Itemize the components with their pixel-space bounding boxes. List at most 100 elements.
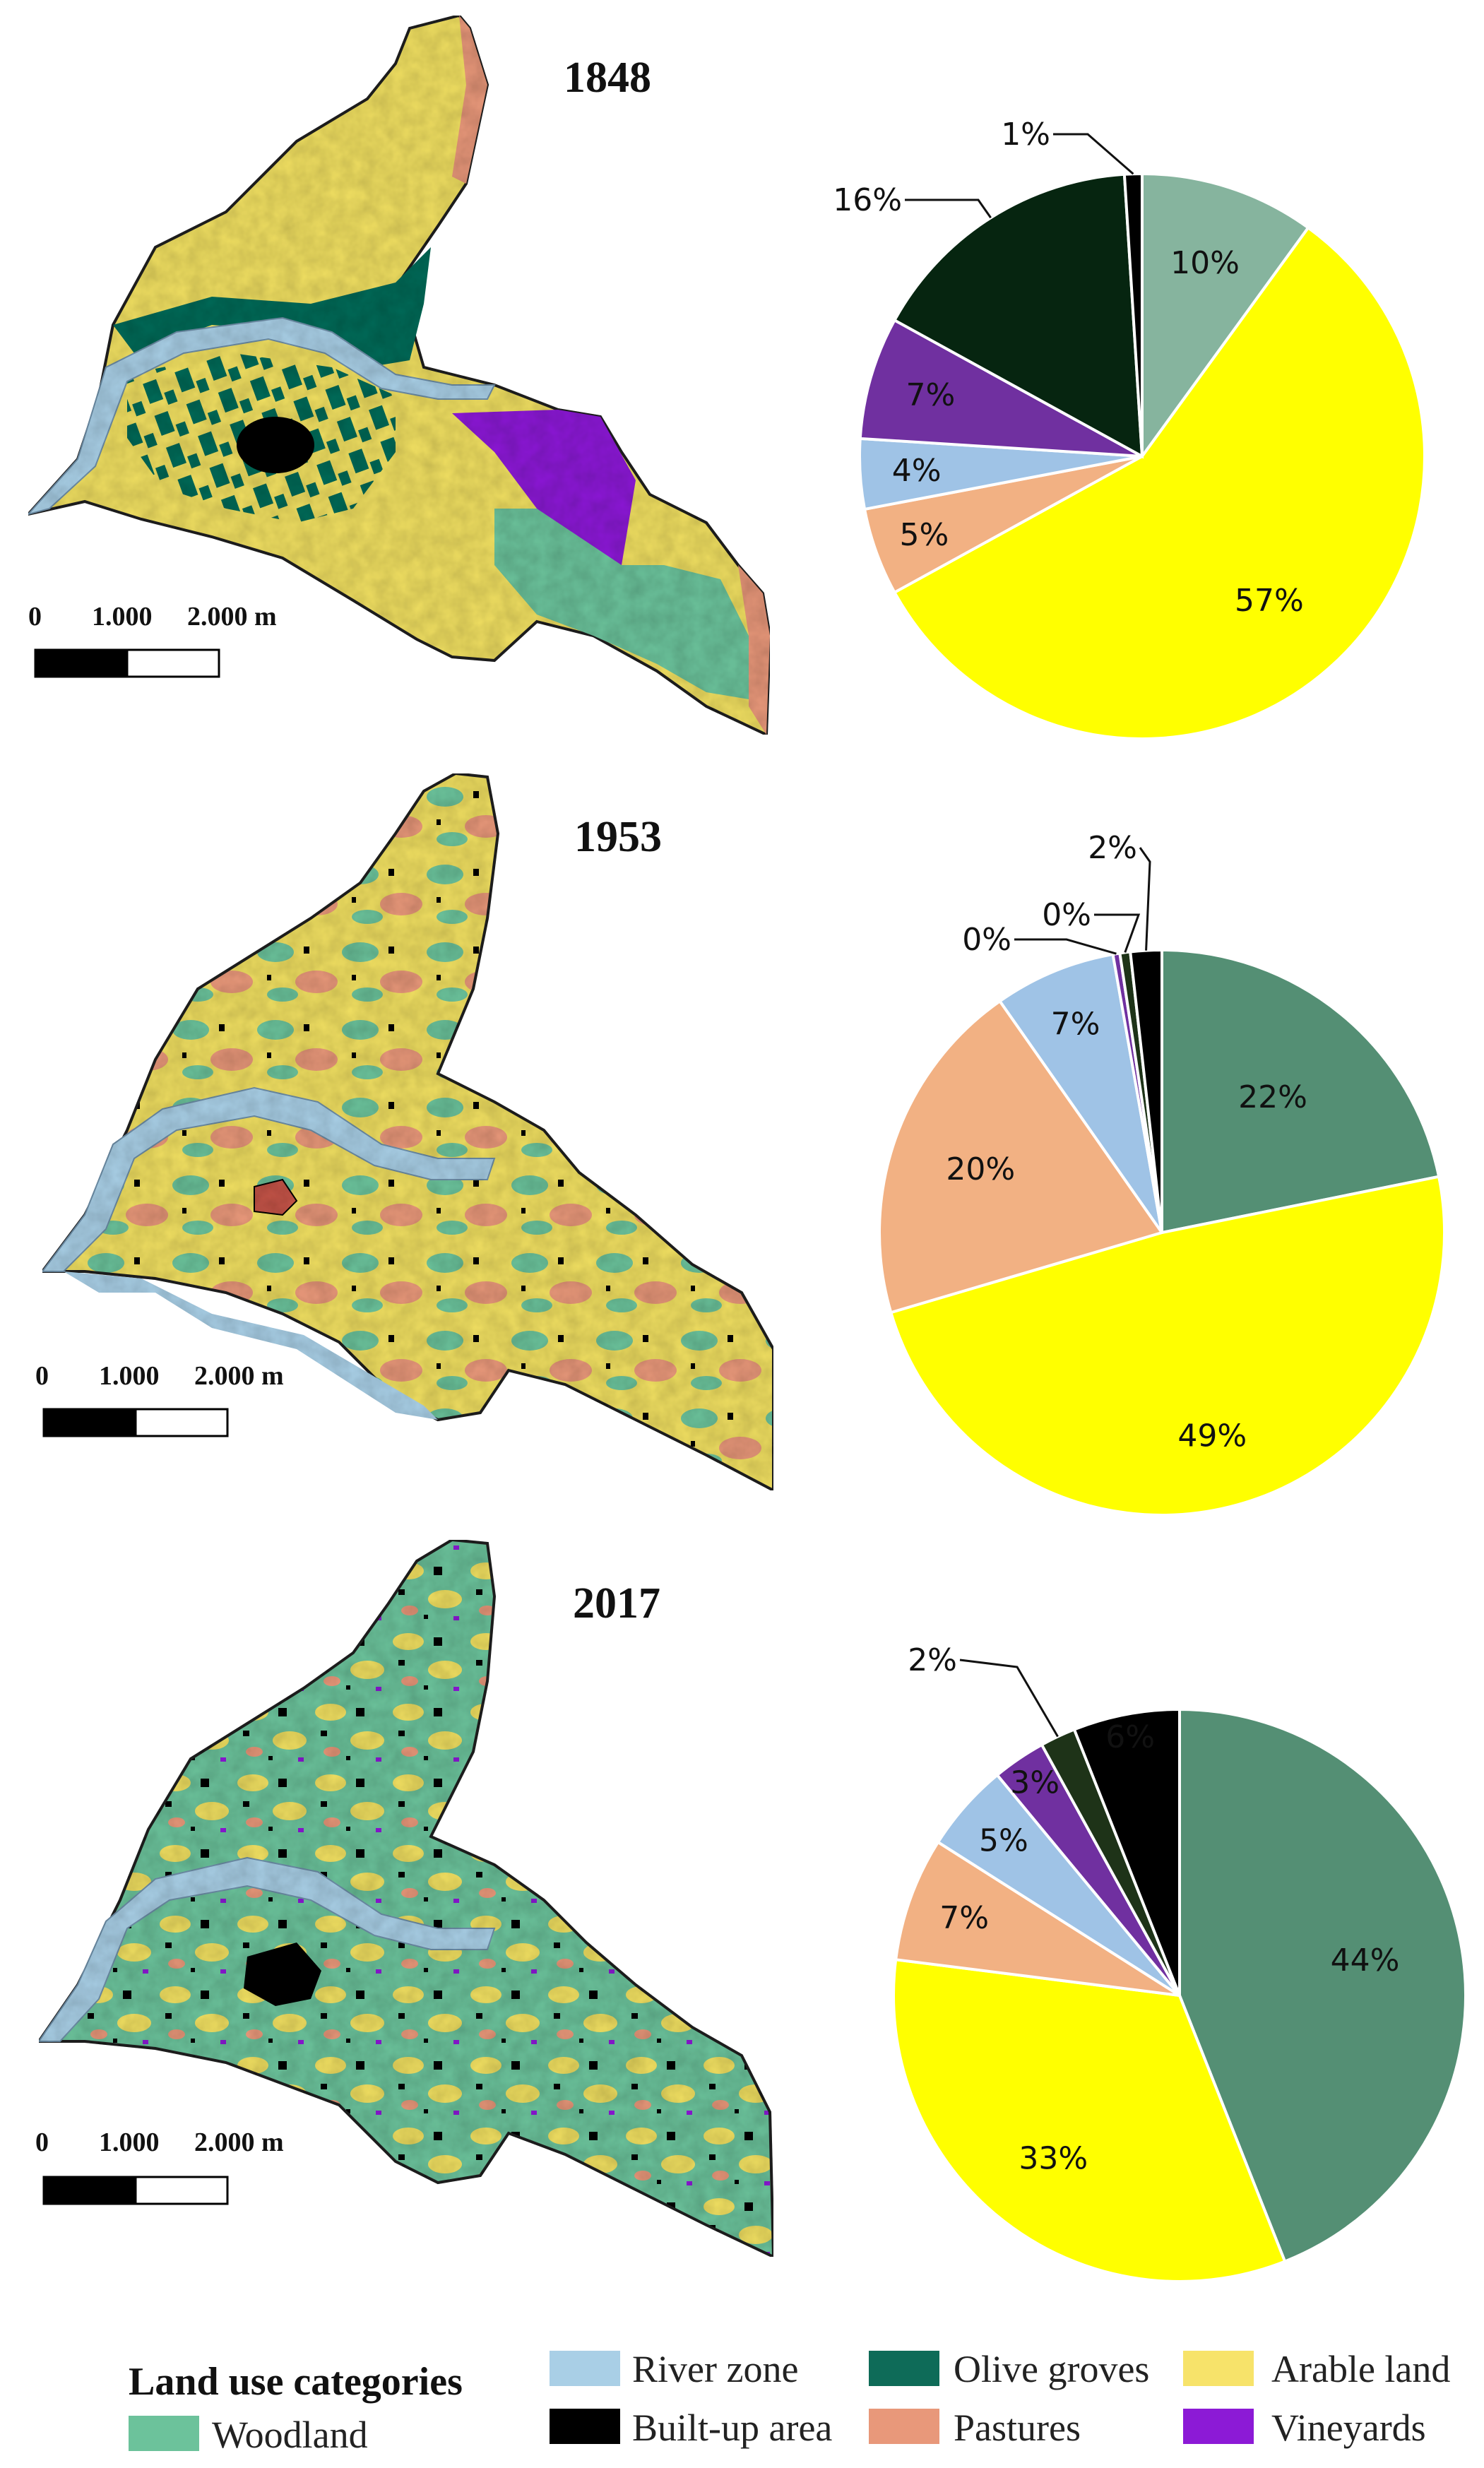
map-2017	[36, 1538, 776, 2260]
pie-1953-slice-6	[1128, 948, 1163, 1233]
legend-label-river: River zone	[632, 2348, 798, 2390]
year-label-1953: 1953	[574, 813, 662, 861]
map-2017-builtup	[244, 1942, 321, 2006]
pie-1953-label-1: 49%	[1177, 1418, 1247, 1454]
scale-bar-1953: 0 1.000 2.000 m	[35, 1361, 284, 1437]
pie-2017-label-0: 44%	[1331, 1942, 1400, 1978]
pie-2017-slice-6	[1072, 1707, 1181, 1996]
scale-1848-white-segment	[126, 648, 220, 678]
scale-2017-mid: 1.000	[99, 2128, 160, 2157]
pie-2017-label-5: 2%	[908, 1642, 957, 1678]
scale-1848-zero: 0	[28, 602, 42, 631]
pie-1953-slice-1	[889, 1175, 1446, 1517]
legend-swatch-river	[550, 2351, 620, 2386]
map-1848-pastures-se	[738, 565, 770, 735]
pie-1953-label-4: 0%	[962, 922, 1011, 958]
legend-title: Land use categories	[129, 2360, 463, 2404]
legend: Land use categories River zone Olive gro…	[129, 2348, 1450, 2456]
year-label-2017: 2017	[573, 1579, 660, 1627]
year-label-1848: 1848	[564, 54, 651, 102]
pie-1953-label-0: 22%	[1238, 1079, 1307, 1115]
pie-1848-slice-1	[892, 225, 1426, 740]
pie-1953-leader-5	[1094, 913, 1141, 953]
map-1848-builtup	[237, 417, 314, 473]
pie-1953-label-5: 0%	[1042, 897, 1091, 933]
pie-1848-slice-4	[858, 318, 1143, 458]
legend-swatch-pastures	[869, 2409, 939, 2444]
map-1953	[40, 771, 775, 1493]
pie-1848-slice-5	[892, 172, 1144, 459]
pie-1848-label-1: 57%	[1235, 583, 1304, 619]
pie-chart-1848: 10% 57% 5% 4% 7% 16% 1%	[833, 117, 1426, 740]
pie-1953-slice-0	[1161, 948, 1441, 1235]
scale-1848-end: 2.000 m	[187, 602, 277, 631]
map-1848-woodland	[494, 509, 749, 699]
legend-swatch-vineyards	[1183, 2409, 1254, 2444]
map-1953-base	[40, 771, 775, 1493]
panel-1848: 1848 0 1.000 2.000 m 10% 57% 5% 4% 7% 16% 1%	[24, 13, 1426, 740]
map-1953-river-west	[64, 1271, 438, 1420]
map-1848-vineyards	[452, 410, 636, 565]
legend-swatch-arable	[1183, 2351, 1254, 2386]
panel-2017: 2017 0 1.000 2.000 m 44% 33% 7% 5% 3% 2% 6%	[35, 1538, 1467, 2283]
scale-1953-white-segment	[134, 1408, 229, 1437]
map-1848-olive-band	[113, 247, 431, 367]
pie-1848-leader-6	[1053, 133, 1134, 175]
pie-chart-1953: 22% 49% 20% 7% 0% 0% 2%	[878, 830, 1446, 1517]
pie-1953-slice-3	[997, 952, 1163, 1234]
pie-2017-leader-5	[959, 1659, 1059, 1738]
scale-1953-end: 2.000 m	[194, 1361, 284, 1391]
scale-1848-mid: 1.000	[92, 602, 153, 631]
pie-1953-label-2: 20%	[946, 1151, 1015, 1187]
map-1848-pastures-edge	[452, 16, 487, 184]
pie-1848-label-2: 5%	[899, 517, 949, 553]
scale-1953-mid: 1.000	[99, 1361, 160, 1391]
pie-2017-label-6: 6%	[1105, 1719, 1155, 1755]
pie-2017-label-2: 7%	[939, 1900, 989, 1936]
scale-2017-white-segment	[134, 2176, 229, 2205]
pie-1953-leader-6	[1139, 847, 1151, 951]
legend-label-arable: Arable land	[1271, 2348, 1450, 2390]
map-2017-river	[37, 1856, 496, 2042]
scale-2017-end: 2.000 m	[194, 2128, 284, 2157]
scale-1953-black-segment	[42, 1408, 137, 1437]
pie-2017-slice-1	[891, 1958, 1287, 2283]
map-2017-base	[36, 1538, 776, 2260]
legend-label-pastures: Pastures	[954, 2407, 1081, 2449]
pie-2017-slice-2	[894, 1840, 1181, 1997]
map-1848	[24, 13, 772, 737]
scale-1848-black-segment	[34, 648, 129, 678]
map-1953-builtup	[254, 1178, 298, 1216]
pie-2017-label-3: 5%	[979, 1822, 1028, 1858]
pie-1953-label-6: 2%	[1088, 830, 1137, 866]
pie-2017-slice-0	[1178, 1707, 1467, 2264]
panel-1953: 1953 0 1.000 2.000 m 22% 49% 20% 7% 0% 0% 2%	[35, 771, 1446, 1517]
legend-swatch-builtup	[550, 2409, 620, 2444]
legend-label-woodland: Woodland	[212, 2414, 368, 2456]
map-1953-river	[41, 1086, 496, 1272]
pie-2017-label-1: 33%	[1019, 2140, 1088, 2176]
pie-1848-slice-0	[1141, 172, 1310, 461]
scale-1953-zero: 0	[35, 1361, 49, 1391]
pie-1848-label-5: 16%	[833, 182, 902, 218]
scale-bar-2017: 0 1.000 2.000 m	[35, 2128, 284, 2205]
legend-label-vineyards: Vineyards	[1271, 2407, 1426, 2449]
pie-1848-label-6: 1%	[1001, 117, 1050, 153]
pie-1848-leader-5	[905, 198, 992, 219]
scale-bar-1848: 0 1.000 2.000 m	[28, 602, 277, 678]
pie-1953-leader-4	[1014, 938, 1117, 955]
pie-1848-label-0: 10%	[1170, 245, 1240, 281]
legend-swatch-woodland	[129, 2416, 199, 2451]
pie-1953-slice-2	[878, 999, 1165, 1315]
pie-1953-label-3: 7%	[1051, 1006, 1100, 1042]
map-1848-river	[26, 316, 496, 516]
scale-2017-zero: 0	[35, 2128, 49, 2157]
legend-label-olive: Olive groves	[954, 2348, 1149, 2390]
scale-2017-black-segment	[42, 2176, 137, 2205]
legend-swatch-olive	[869, 2351, 939, 2386]
pie-chart-2017: 44% 33% 7% 5% 3% 2% 6%	[891, 1642, 1467, 2283]
pie-2017-label-4: 3%	[1010, 1765, 1059, 1801]
pie-1848-label-3: 4%	[892, 453, 942, 489]
pie-1848-label-4: 7%	[906, 377, 955, 413]
